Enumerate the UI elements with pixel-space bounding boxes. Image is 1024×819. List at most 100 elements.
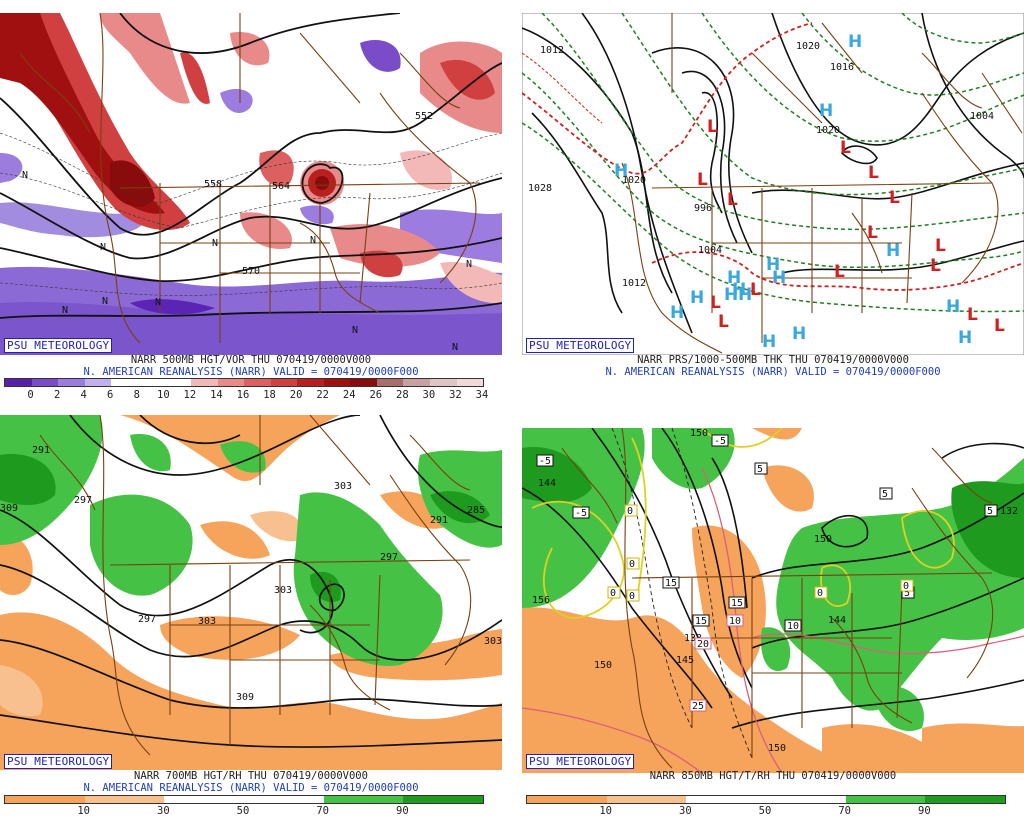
colorbar-swatch xyxy=(350,379,377,386)
colorbar-tick-label: 20 xyxy=(289,389,303,401)
colorbar-swatch xyxy=(403,796,484,803)
colorbar-swatch xyxy=(606,796,687,803)
low-pressure-marker: L xyxy=(750,280,761,300)
colorbar-swatch xyxy=(84,379,112,386)
low-pressure-marker: L xyxy=(710,293,721,313)
temperature-label: 0 xyxy=(610,588,616,599)
isobar-label: 1020 xyxy=(622,175,646,186)
temperature-label: 5 xyxy=(882,489,888,500)
rh-colorbar-ticks: 10 30 50 70 90 xyxy=(4,805,482,817)
colorbar-swatch xyxy=(5,796,85,803)
colorbar-tick-label: 12 xyxy=(183,389,197,401)
colorbar-swatch xyxy=(270,379,298,386)
high-pressure-marker: H xyxy=(762,332,776,352)
temperature-label-box xyxy=(662,576,680,589)
psu-meteorology-badge: PSU METEOROLOGY xyxy=(526,754,635,769)
colorbar-tick-label: 4 xyxy=(80,389,87,401)
colorbar-swatch xyxy=(527,796,607,803)
colorbar-swatch xyxy=(925,796,1006,803)
political-boundaries xyxy=(39,415,472,756)
colorbar-swatch xyxy=(137,379,165,386)
low-pressure-marker: L xyxy=(967,305,978,325)
temperature-label: 0 xyxy=(817,588,823,599)
colorbar-tick-label: 16 xyxy=(236,389,250,401)
colorbar-tick-label: 10 xyxy=(157,389,170,401)
contour-label: 150 xyxy=(690,428,708,439)
panel-slp-thickness: 1012 1020 1028 1020 1012 1004 1004 1020 … xyxy=(522,0,1024,404)
colorbar-tick-label: 32 xyxy=(449,389,462,401)
map-500mb-svg: 558 564 552 570 N N N N N N N N N N xyxy=(0,13,502,355)
contour-label: 144 xyxy=(828,615,846,626)
temperature-label: 0 xyxy=(627,506,633,517)
n-label: N xyxy=(102,296,108,307)
panel-title-line1: NARR 500MB HGT/VOR THU 070419/0000V000 xyxy=(130,354,372,366)
temperature-label: 10 xyxy=(787,621,799,632)
temperature-label: 15 xyxy=(731,598,743,609)
isobar-label: 1012 xyxy=(622,278,646,289)
map-500mb: 558 564 552 570 N N N N N N N N N N xyxy=(0,13,502,355)
temperature-label-box xyxy=(626,557,640,570)
colorbar-swatch xyxy=(430,379,457,386)
low-pressure-marker: L xyxy=(889,188,900,208)
isobar-label: 1004 xyxy=(970,111,994,122)
low-pressure-marker: L xyxy=(834,262,845,282)
isobar-label: 1020 xyxy=(816,125,840,136)
contour-label: 285 xyxy=(467,505,485,516)
vorticity-colorbar xyxy=(4,378,484,387)
temperature-label-box xyxy=(754,462,768,475)
map-slp: 1012 1020 1028 1020 1012 1004 1004 1020 … xyxy=(522,13,1024,355)
isobar-label: 1016 xyxy=(830,62,854,73)
low-pressure-marker: L xyxy=(707,117,718,137)
temperature-label-box xyxy=(626,589,640,602)
temperature-label: 15 xyxy=(665,578,677,589)
vorticity-colorbar-ticks: 0 2 4 6 8 10 12 14 16 18 20 22 24 26 28 30 32 34 xyxy=(4,389,488,401)
n-label: N xyxy=(62,305,68,316)
contour-label: 309 xyxy=(236,692,254,703)
contour-label: 138 xyxy=(684,633,702,644)
map-850mb: 144 156 150 150 138 145 150 150 144 132 … xyxy=(522,428,1024,773)
temperature-label-box xyxy=(607,586,621,599)
colorbar-swatch xyxy=(190,379,218,386)
map-700mb-svg: 291 297 297 303 309 303 291 285 297 303 … xyxy=(0,415,502,770)
contour-label: 297 xyxy=(138,614,156,625)
colorbar-swatch xyxy=(403,379,430,386)
temperature-label: 0 xyxy=(903,581,909,592)
rh-colorbar xyxy=(526,795,1006,804)
colorbar-swatch xyxy=(244,796,324,803)
temperature-label-box xyxy=(900,579,914,592)
colorbar-swatch xyxy=(376,379,404,386)
low-pressure-marker: L xyxy=(867,223,878,243)
n-label: N xyxy=(452,342,458,353)
temperature-label-box xyxy=(694,637,712,650)
temperature-label-box xyxy=(726,614,744,627)
colorbar-tick-label: 22 xyxy=(316,389,329,401)
high-pressure-marker: H xyxy=(792,324,806,344)
colorbar-swatch xyxy=(31,379,59,386)
colorbar-tick-label: 28 xyxy=(396,389,409,401)
high-pressure-marker: H xyxy=(958,328,972,348)
colorbar-swatch xyxy=(84,796,165,803)
temperature-label: 15 xyxy=(695,616,707,627)
contour-label: 150 xyxy=(768,743,786,754)
temperature-label-box xyxy=(624,504,638,517)
low-pressure-marker: L xyxy=(718,312,729,332)
contour-label: 156 xyxy=(532,595,550,606)
map-slp-svg: 1012 1020 1028 1020 1012 1004 1004 1020 … xyxy=(522,13,1024,355)
colorbar-swatch xyxy=(164,379,191,386)
colorbar-tick-label: 90 xyxy=(918,805,931,817)
contour-label: 291 xyxy=(32,445,50,456)
temperature-label: 5 xyxy=(987,506,993,517)
temperature-label-box xyxy=(689,699,707,712)
contour-label: 144 xyxy=(538,478,556,489)
temperature-label: 5 xyxy=(904,588,910,599)
temperature-label: 5 xyxy=(757,464,763,475)
high-pressure-marker: H xyxy=(766,255,780,275)
colorbar-swatch xyxy=(456,379,484,386)
panel-title-line2: N. AMERICAN REANALYSIS (NARR) VALID = 07… xyxy=(605,366,941,378)
isobar-label: 1028 xyxy=(528,183,552,194)
colorbar-tick-label: 18 xyxy=(263,389,276,401)
contour-label: 564 xyxy=(272,181,290,192)
temperature-label: -5 xyxy=(575,508,587,519)
colorbar-swatch xyxy=(5,379,32,386)
colorbar-swatch xyxy=(58,379,85,386)
